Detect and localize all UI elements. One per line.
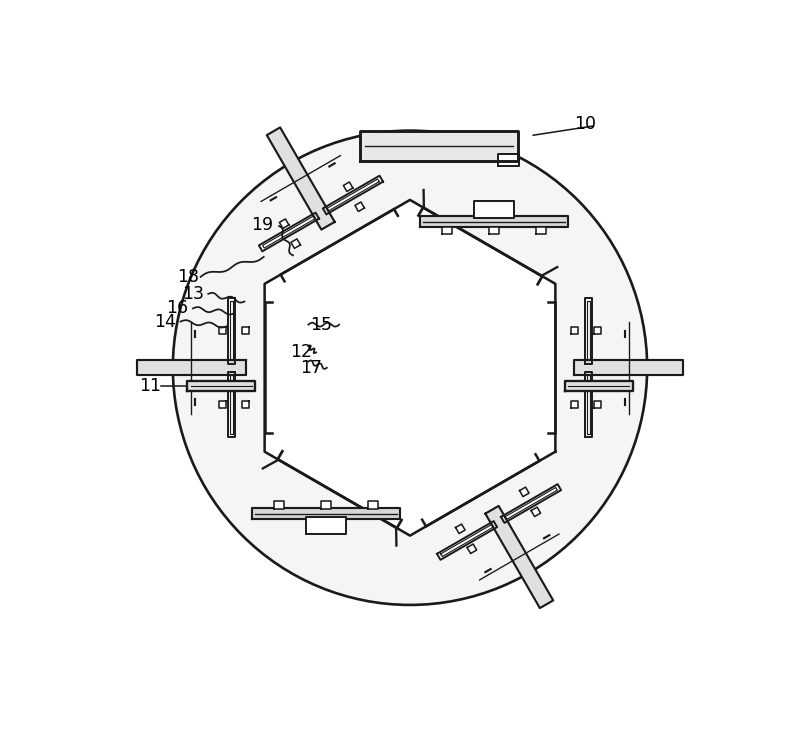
Polygon shape	[486, 506, 554, 608]
Polygon shape	[586, 301, 590, 360]
Polygon shape	[229, 372, 235, 437]
Text: 12: 12	[290, 343, 312, 362]
Text: 18: 18	[178, 268, 199, 286]
Polygon shape	[474, 201, 514, 218]
Circle shape	[173, 130, 647, 605]
Text: 16: 16	[166, 299, 189, 316]
Polygon shape	[321, 501, 330, 509]
Polygon shape	[571, 327, 578, 335]
Polygon shape	[242, 401, 249, 408]
Polygon shape	[519, 487, 529, 496]
Polygon shape	[565, 381, 633, 391]
Polygon shape	[585, 372, 591, 437]
Polygon shape	[585, 298, 591, 364]
Polygon shape	[501, 484, 561, 523]
Polygon shape	[574, 360, 683, 375]
Text: 15: 15	[310, 316, 333, 334]
Polygon shape	[229, 298, 235, 364]
Polygon shape	[242, 327, 249, 335]
Polygon shape	[274, 501, 284, 509]
Polygon shape	[360, 131, 518, 160]
Polygon shape	[291, 239, 301, 249]
Text: 13: 13	[182, 285, 204, 303]
Polygon shape	[266, 128, 334, 230]
Polygon shape	[306, 517, 346, 534]
Text: 14: 14	[154, 313, 176, 330]
Polygon shape	[326, 179, 379, 211]
Polygon shape	[355, 202, 365, 211]
Polygon shape	[219, 327, 226, 335]
Polygon shape	[594, 327, 601, 335]
Polygon shape	[343, 182, 353, 192]
Polygon shape	[230, 301, 234, 360]
Polygon shape	[571, 401, 578, 408]
Polygon shape	[259, 213, 319, 252]
Polygon shape	[505, 488, 558, 520]
Polygon shape	[137, 360, 246, 375]
Polygon shape	[442, 227, 452, 235]
Polygon shape	[187, 381, 255, 391]
Polygon shape	[230, 375, 234, 434]
Text: 19: 19	[251, 216, 274, 233]
Polygon shape	[536, 227, 546, 235]
Polygon shape	[323, 176, 383, 214]
Polygon shape	[531, 507, 541, 517]
Text: 11: 11	[138, 377, 161, 395]
Polygon shape	[455, 524, 465, 534]
Polygon shape	[441, 524, 494, 556]
Polygon shape	[498, 154, 519, 166]
Polygon shape	[467, 544, 477, 553]
Polygon shape	[368, 501, 378, 509]
Polygon shape	[490, 227, 499, 235]
Polygon shape	[586, 375, 590, 434]
Polygon shape	[420, 217, 568, 227]
Text: 17: 17	[301, 359, 322, 377]
Polygon shape	[594, 401, 601, 408]
Polygon shape	[219, 401, 226, 408]
Polygon shape	[265, 200, 555, 536]
Polygon shape	[437, 521, 497, 560]
Polygon shape	[279, 219, 289, 228]
Polygon shape	[262, 216, 315, 248]
Text: 10: 10	[574, 115, 597, 133]
Polygon shape	[252, 508, 400, 519]
